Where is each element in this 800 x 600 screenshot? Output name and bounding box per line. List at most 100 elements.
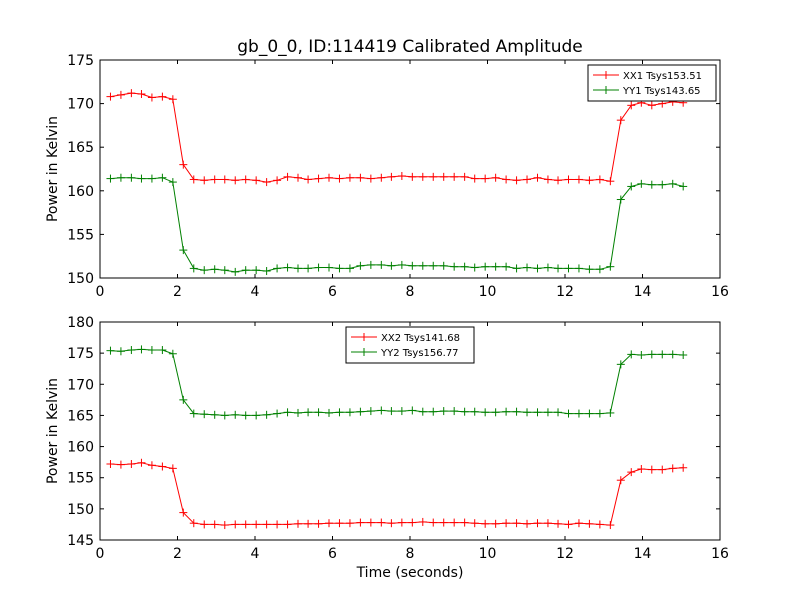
data-point xyxy=(450,262,459,271)
data-point xyxy=(595,520,604,529)
data-point xyxy=(512,264,521,273)
data-point xyxy=(491,173,500,182)
data-point xyxy=(304,175,313,184)
data-point xyxy=(637,351,646,360)
data-point xyxy=(366,518,375,527)
data-point xyxy=(283,263,292,272)
data-point xyxy=(106,460,115,469)
data-point xyxy=(481,262,490,271)
legend: XX2 Tsys141.68 YY2 Tsys156.77 xyxy=(345,326,475,364)
data-point xyxy=(627,182,636,191)
legend: XX1 Tsys153.51 YY1 Tsys143.65 xyxy=(587,64,717,102)
data-point xyxy=(179,508,188,517)
data-point xyxy=(460,518,469,527)
y-tick-label: 145 xyxy=(67,533,94,549)
data-point xyxy=(491,262,500,271)
data-point xyxy=(387,407,396,416)
x-tick-label: 2 xyxy=(173,284,182,300)
data-point xyxy=(262,410,271,419)
data-point xyxy=(377,518,386,527)
data-point xyxy=(366,407,375,416)
data-point xyxy=(241,175,250,184)
series-line xyxy=(110,462,684,526)
data-point xyxy=(356,173,365,182)
y-tick-label: 180 xyxy=(67,315,94,331)
data-point xyxy=(647,465,656,474)
data-point xyxy=(564,264,573,273)
data-point xyxy=(481,174,490,183)
series-0 xyxy=(106,458,688,530)
x-tick-label: 12 xyxy=(556,546,574,562)
data-point xyxy=(106,346,115,355)
data-point xyxy=(408,172,417,181)
data-point xyxy=(273,264,282,273)
data-point xyxy=(470,407,479,416)
x-tick-label: 10 xyxy=(479,284,497,300)
data-point xyxy=(397,518,406,527)
data-point xyxy=(450,518,459,527)
data-point xyxy=(262,267,271,276)
data-point xyxy=(189,264,198,273)
series-1 xyxy=(106,173,688,276)
y-tick-label: 160 xyxy=(67,440,94,456)
data-point xyxy=(418,407,427,416)
data-point xyxy=(283,408,292,417)
data-point xyxy=(668,179,677,188)
data-point xyxy=(304,519,313,528)
data-point xyxy=(210,175,219,184)
data-point xyxy=(554,519,563,528)
x-tick-label: 4 xyxy=(251,284,260,300)
data-point xyxy=(377,406,386,415)
data-point xyxy=(304,264,313,273)
data-point xyxy=(585,409,594,418)
data-point xyxy=(231,176,240,185)
data-point xyxy=(606,408,615,417)
legend-entry: XX1 Tsys153.51 xyxy=(593,71,702,82)
data-point xyxy=(262,520,271,529)
data-point xyxy=(283,172,292,181)
bottom-plot: 0 2 4 6 8 10 12 14 16 145 150 155 160 165 170 175 180 Pow… xyxy=(45,315,729,581)
data-point xyxy=(356,261,365,270)
data-point xyxy=(241,411,250,420)
data-point xyxy=(116,173,125,182)
x-tick-label: 6 xyxy=(328,284,337,300)
data-point xyxy=(252,520,261,529)
data-point xyxy=(168,349,177,358)
data-point xyxy=(168,95,177,104)
data-point xyxy=(460,262,469,271)
legend-box xyxy=(345,326,475,364)
data-point xyxy=(356,407,365,416)
data-point xyxy=(502,519,511,528)
x-tick-label: 8 xyxy=(406,546,415,562)
y-tick-label: 170 xyxy=(67,97,94,113)
data-point xyxy=(241,266,250,275)
data-point xyxy=(377,260,386,269)
y-tick-label: 170 xyxy=(67,377,94,393)
x-tick-label: 14 xyxy=(634,546,652,562)
x-tick-label: 4 xyxy=(251,546,260,562)
data-point xyxy=(137,345,146,354)
data-point xyxy=(345,408,354,417)
data-point xyxy=(210,265,219,274)
data-point xyxy=(127,89,136,98)
data-point xyxy=(512,519,521,528)
legend-box xyxy=(587,64,717,102)
data-point xyxy=(356,518,365,527)
data-point xyxy=(554,176,563,185)
data-point xyxy=(523,408,532,417)
data-point xyxy=(273,520,282,529)
data-point xyxy=(116,460,125,469)
y-tick-label: 150 xyxy=(67,502,94,518)
data-point xyxy=(627,468,636,477)
data-point xyxy=(137,90,146,99)
data-point xyxy=(595,175,604,184)
data-point xyxy=(460,172,469,181)
data-point xyxy=(491,408,500,417)
data-point xyxy=(366,260,375,269)
data-point xyxy=(325,263,334,272)
y-tick-label: 175 xyxy=(67,53,94,69)
data-point xyxy=(533,264,542,273)
data-point xyxy=(294,264,303,273)
x-tick-label: 16 xyxy=(711,546,729,562)
